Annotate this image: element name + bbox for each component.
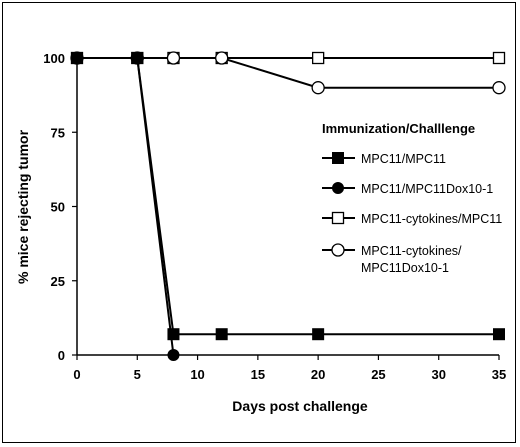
legend-label: MPC11/MPC11Dox10-1 (361, 182, 493, 196)
data-point (167, 328, 180, 341)
x-tick-label: 10 (190, 367, 204, 382)
series-1 (71, 52, 505, 341)
x-tick-label: 30 (431, 367, 445, 382)
legend-label: MPC11Dox10-1 (361, 261, 449, 275)
y-tick-label: 100 (43, 51, 65, 66)
legend-label: MPC11/MPC11 (361, 152, 446, 166)
x-tick-label: 20 (311, 367, 325, 382)
legend-entry-2: MPC11/MPC11Dox10-1 (322, 182, 493, 196)
x-tick-labels: 0 5 10 15 20 25 30 35 (73, 367, 506, 382)
legend: Immunization/Challlenge MPC11/MPC11 MPC11… (322, 121, 502, 275)
legend-entry-4: MPC11-cytokines/MPC11Dox10-1 (322, 243, 462, 275)
data-point (215, 328, 228, 341)
y-tick-label: 25 (51, 274, 65, 289)
y-tick-label: 0 (58, 348, 65, 363)
legend-marker (331, 211, 345, 225)
legend-marker (332, 182, 344, 194)
data-point (311, 51, 325, 65)
y-tick-label: 75 (51, 125, 65, 140)
series-line (77, 57, 175, 356)
x-axis-title: Days post challenge (232, 398, 368, 414)
legend-marker (332, 152, 344, 164)
x-tick-label: 15 (251, 367, 265, 382)
y-tick-labels: 0 25 50 75 100 (43, 51, 65, 363)
data-point (166, 51, 181, 65)
x-tick-label: 25 (371, 367, 385, 382)
legend-label: MPC11-cytokines/MPC11 (361, 212, 502, 226)
legend-title: Immunization/Challlenge (322, 121, 475, 136)
data-point (311, 81, 325, 95)
legend-label: MPC11-cytokines/ (361, 244, 462, 258)
data-point (493, 328, 505, 341)
data-point (492, 51, 506, 65)
figure-frame (2, 2, 516, 443)
data-point (71, 52, 83, 64)
series-line (77, 57, 499, 336)
legend-marker (331, 243, 345, 257)
plot-series (70, 51, 506, 361)
data-point (492, 81, 506, 95)
y-tick-label: 50 (51, 200, 65, 215)
data-point (215, 51, 229, 65)
axes (72, 54, 500, 360)
data-point (131, 52, 144, 64)
x-tick-label: 0 (73, 367, 80, 382)
legend-entry-3: MPC11-cytokines/MPC11 (322, 211, 502, 226)
x-tick-label: 35 (492, 367, 506, 382)
data-point (167, 349, 180, 361)
data-point (312, 328, 325, 341)
series-2 (71, 52, 180, 361)
y-axis-title: % mice rejecting tumor (15, 129, 31, 284)
legend-entry-1: MPC11/MPC11 (322, 152, 446, 166)
x-tick-label: 5 (134, 367, 141, 382)
